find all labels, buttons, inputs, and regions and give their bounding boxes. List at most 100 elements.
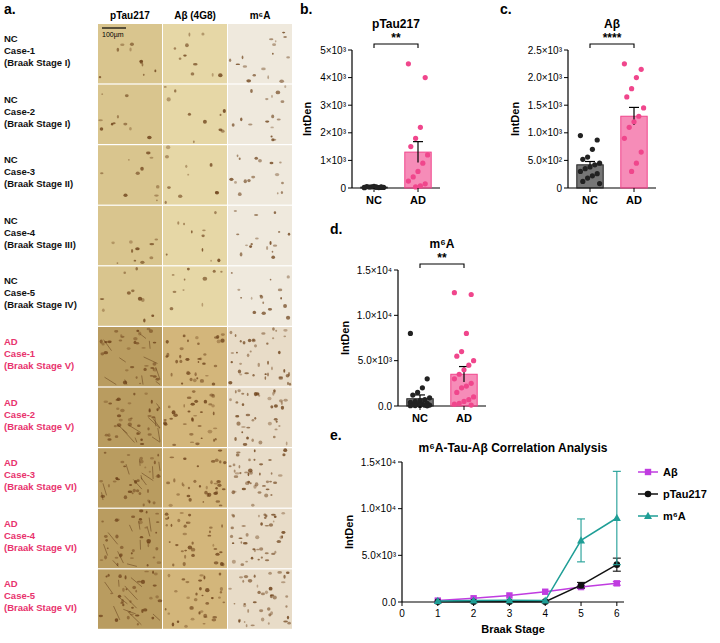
texture xyxy=(153,614,160,620)
texture xyxy=(229,178,233,181)
texture xyxy=(192,390,196,393)
texture xyxy=(236,234,239,236)
point xyxy=(590,147,595,152)
texture xyxy=(172,564,174,567)
micrograph-ground xyxy=(98,509,162,568)
texture xyxy=(240,340,242,343)
point xyxy=(634,161,639,166)
texture xyxy=(271,114,274,118)
texture xyxy=(153,501,156,504)
y-tick xyxy=(564,188,568,189)
texture xyxy=(188,410,191,412)
texture xyxy=(189,606,193,610)
row-label: (Braak Stage IV) xyxy=(4,299,77,310)
texture xyxy=(272,251,274,253)
texture xyxy=(143,368,146,371)
plot-area xyxy=(577,61,647,188)
texture xyxy=(212,544,214,547)
texture xyxy=(212,382,216,385)
texture xyxy=(130,557,134,559)
x-tick-label: NC xyxy=(582,194,598,206)
texture xyxy=(114,425,117,427)
texture xyxy=(285,605,287,607)
point xyxy=(420,161,425,166)
texture xyxy=(105,582,113,594)
texture xyxy=(210,480,212,484)
texture xyxy=(113,480,117,482)
micrograph-ground xyxy=(98,206,162,265)
point xyxy=(469,292,474,297)
y-tick-label: 0 xyxy=(340,183,346,194)
texture xyxy=(243,341,246,344)
error-cap xyxy=(613,471,621,472)
texture xyxy=(252,374,254,377)
texture xyxy=(220,271,222,273)
texture xyxy=(191,72,195,75)
scale-bar-label: 100µm xyxy=(102,31,124,39)
texture xyxy=(198,425,202,427)
texture xyxy=(127,454,130,456)
texture xyxy=(140,261,144,264)
texture xyxy=(221,524,223,528)
x-title: Braak Stage xyxy=(481,623,545,635)
x-tick-label: NC xyxy=(412,412,428,424)
texture xyxy=(270,594,274,596)
x-tick-label: 5 xyxy=(578,608,584,619)
x-tick-label: AD xyxy=(626,194,642,206)
texture xyxy=(177,221,179,225)
x-tick xyxy=(590,188,591,192)
texture xyxy=(166,253,168,255)
point xyxy=(471,394,476,399)
point xyxy=(425,403,430,408)
micrograph-ground xyxy=(163,24,227,83)
bar xyxy=(577,165,603,188)
micrograph xyxy=(98,206,162,265)
texture xyxy=(184,550,187,552)
texture xyxy=(120,602,124,604)
texture xyxy=(248,472,250,476)
texture xyxy=(240,297,242,299)
series-line xyxy=(438,565,617,602)
texture xyxy=(105,539,108,542)
texture xyxy=(129,425,141,432)
texture xyxy=(269,38,273,40)
point xyxy=(418,183,423,188)
point xyxy=(457,401,462,406)
texture xyxy=(252,311,256,314)
row-label: Case-1 xyxy=(4,348,36,359)
texture xyxy=(131,515,135,518)
texture xyxy=(103,400,108,403)
texture xyxy=(122,429,134,442)
texture xyxy=(268,622,270,624)
texture xyxy=(240,563,244,566)
texture xyxy=(183,423,187,425)
texture xyxy=(185,43,189,47)
figure: a.pTau217Aβ (4G8)m⁶ANCCase-1(Braak Stage… xyxy=(0,0,720,643)
point xyxy=(580,157,585,162)
texture xyxy=(219,460,221,463)
texture xyxy=(258,440,262,444)
texture xyxy=(206,486,208,490)
texture xyxy=(135,590,137,593)
point xyxy=(452,376,457,381)
texture xyxy=(190,378,193,381)
y-axis xyxy=(397,270,398,406)
texture xyxy=(273,389,276,392)
micrograph xyxy=(163,509,227,568)
y-tick-label: 0.0 xyxy=(382,597,396,608)
texture xyxy=(118,425,128,434)
texture xyxy=(262,485,266,487)
texture xyxy=(218,73,222,77)
point xyxy=(542,589,548,595)
texture xyxy=(251,438,253,442)
y-tick-label: 5.0×10² xyxy=(528,155,563,166)
texture xyxy=(165,608,167,611)
micrograph xyxy=(228,266,292,325)
texture xyxy=(141,347,145,349)
texture xyxy=(202,362,206,364)
texture xyxy=(185,581,189,583)
micrograph xyxy=(163,569,227,628)
texture xyxy=(281,100,285,103)
x-tick xyxy=(616,602,617,606)
texture xyxy=(219,572,222,575)
